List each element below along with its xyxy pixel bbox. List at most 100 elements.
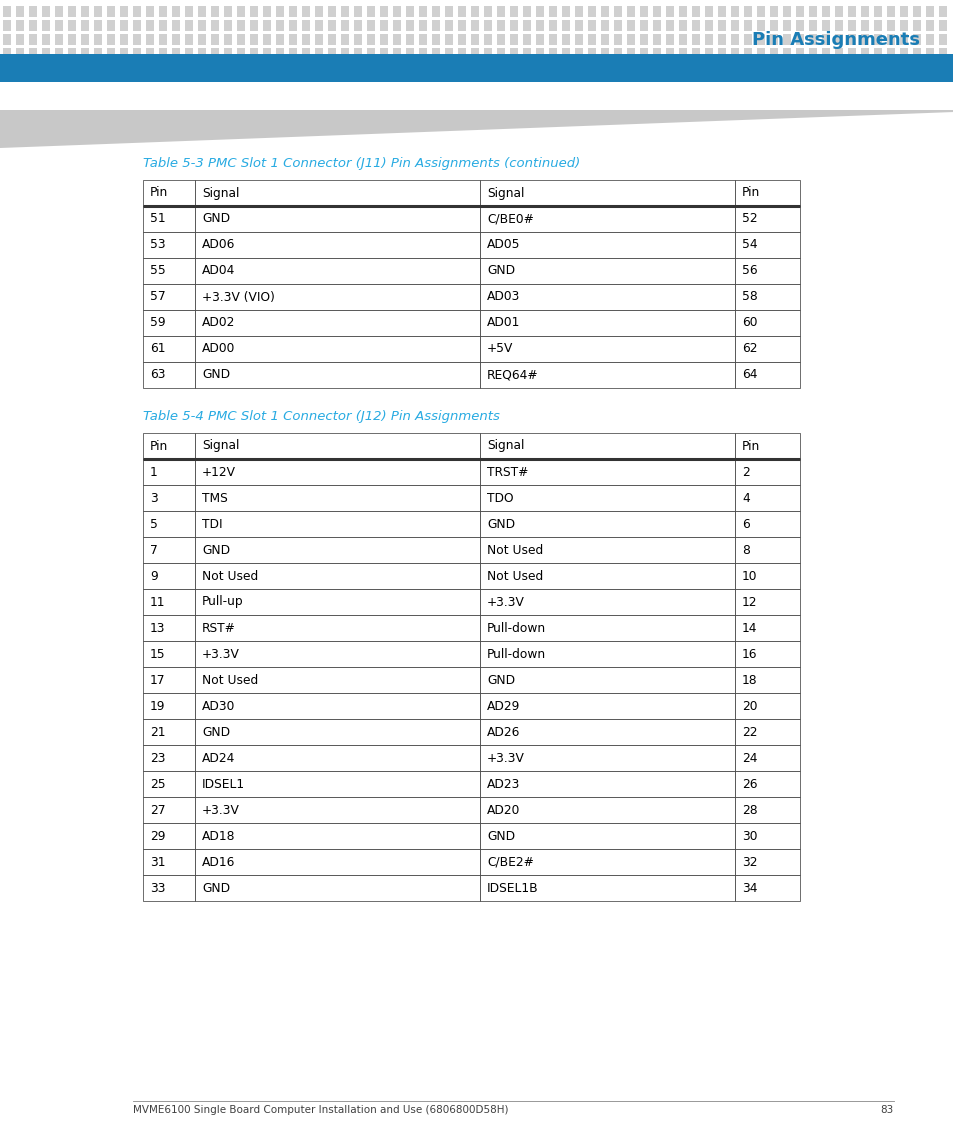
Bar: [479, 180, 734, 206]
Bar: [847, 34, 855, 45]
Text: AD24: AD24: [202, 751, 235, 765]
Bar: [194, 284, 479, 310]
Bar: [457, 48, 465, 60]
Bar: [769, 62, 778, 73]
Bar: [479, 615, 734, 641]
Text: 83: 83: [880, 1105, 893, 1115]
Bar: [314, 19, 323, 31]
Bar: [561, 62, 569, 73]
Bar: [734, 362, 800, 388]
Bar: [665, 48, 673, 60]
Bar: [379, 34, 388, 45]
Text: 64: 64: [741, 369, 757, 381]
Bar: [575, 19, 582, 31]
Bar: [600, 34, 608, 45]
Text: C/BE0#: C/BE0#: [486, 213, 534, 226]
Bar: [639, 19, 647, 31]
Bar: [340, 6, 349, 17]
Bar: [81, 62, 89, 73]
Bar: [81, 19, 89, 31]
Bar: [302, 48, 310, 60]
Bar: [757, 62, 764, 73]
Bar: [432, 62, 439, 73]
Bar: [483, 6, 492, 17]
Bar: [479, 511, 734, 537]
Bar: [479, 433, 734, 459]
Bar: [471, 19, 478, 31]
Text: 19: 19: [150, 700, 165, 712]
Bar: [250, 62, 257, 73]
Text: 55: 55: [150, 264, 166, 277]
Bar: [120, 48, 128, 60]
Bar: [185, 62, 193, 73]
Bar: [510, 34, 517, 45]
Bar: [734, 537, 800, 563]
Bar: [194, 485, 479, 511]
Bar: [483, 19, 492, 31]
Bar: [194, 459, 479, 485]
Bar: [143, 258, 194, 284]
Bar: [432, 6, 439, 17]
Bar: [444, 34, 453, 45]
Text: 6: 6: [741, 518, 749, 530]
Text: AD01: AD01: [486, 316, 519, 330]
Bar: [743, 48, 751, 60]
Bar: [483, 34, 492, 45]
Text: 57: 57: [150, 291, 166, 303]
Bar: [393, 34, 400, 45]
Text: AD02: AD02: [202, 316, 235, 330]
Bar: [120, 34, 128, 45]
Bar: [834, 48, 842, 60]
Bar: [68, 19, 76, 31]
Bar: [734, 823, 800, 848]
Bar: [340, 34, 349, 45]
Bar: [886, 34, 894, 45]
Text: 23: 23: [150, 751, 165, 765]
Bar: [652, 19, 660, 31]
Bar: [29, 62, 37, 73]
Bar: [795, 34, 803, 45]
Bar: [873, 62, 882, 73]
Bar: [734, 693, 800, 719]
Text: 16: 16: [741, 648, 757, 661]
Bar: [548, 48, 557, 60]
Bar: [143, 537, 194, 563]
Bar: [587, 62, 596, 73]
Bar: [432, 34, 439, 45]
Bar: [194, 563, 479, 589]
Bar: [734, 310, 800, 335]
Bar: [236, 48, 245, 60]
Bar: [479, 232, 734, 258]
Bar: [250, 6, 257, 17]
Bar: [626, 48, 635, 60]
Text: +3.3V: +3.3V: [486, 595, 524, 608]
Bar: [3, 62, 11, 73]
Bar: [639, 62, 647, 73]
Text: AD30: AD30: [202, 700, 235, 712]
Bar: [94, 48, 102, 60]
Bar: [734, 797, 800, 823]
Bar: [107, 48, 115, 60]
Bar: [143, 589, 194, 615]
Bar: [587, 48, 596, 60]
Bar: [194, 875, 479, 901]
Bar: [340, 19, 349, 31]
Bar: [29, 6, 37, 17]
Bar: [479, 589, 734, 615]
Bar: [94, 19, 102, 31]
Bar: [734, 875, 800, 901]
Bar: [938, 6, 946, 17]
Bar: [479, 797, 734, 823]
Bar: [16, 34, 24, 45]
Bar: [782, 34, 790, 45]
Bar: [159, 6, 167, 17]
Bar: [16, 48, 24, 60]
Text: 22: 22: [741, 726, 757, 739]
Text: 25: 25: [150, 777, 166, 790]
Bar: [194, 537, 479, 563]
Bar: [614, 6, 621, 17]
Bar: [479, 537, 734, 563]
Text: 32: 32: [741, 855, 757, 869]
Bar: [899, 6, 907, 17]
Bar: [143, 485, 194, 511]
